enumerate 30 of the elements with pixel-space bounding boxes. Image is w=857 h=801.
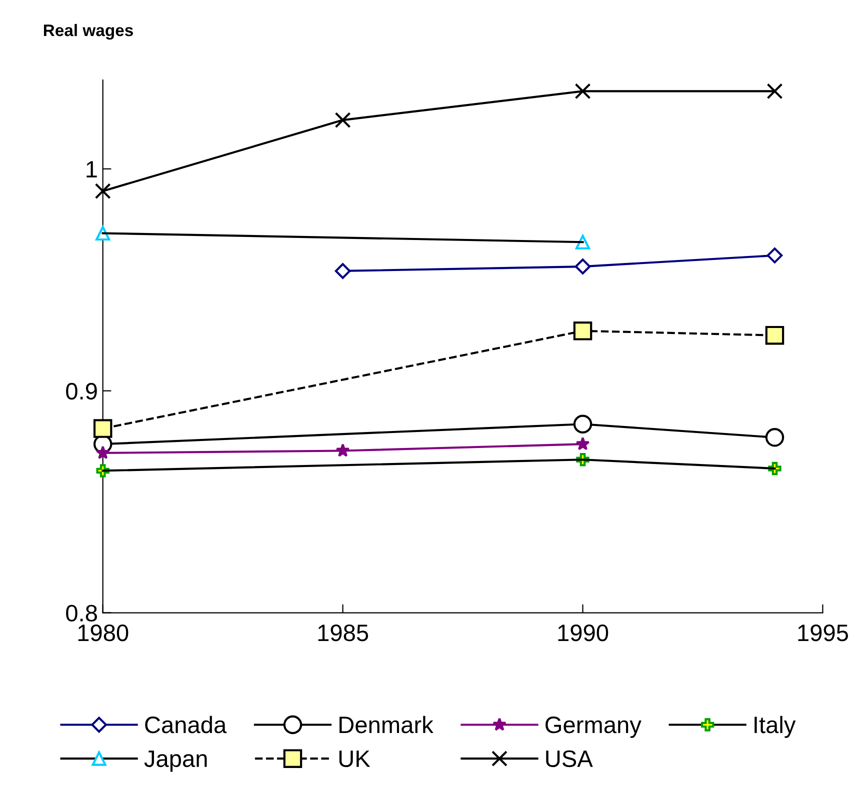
legend-label: Germany xyxy=(546,716,642,738)
point xyxy=(336,443,350,457)
legend-label: UK xyxy=(339,750,370,768)
y-tick-label: 0.9 xyxy=(66,382,97,400)
point xyxy=(96,446,110,460)
point xyxy=(576,436,590,450)
point xyxy=(94,183,111,200)
y-tick-label: 1 xyxy=(86,161,97,178)
x-tick-label: 1995 xyxy=(798,624,848,642)
chart-title: Real wages xyxy=(44,24,133,40)
point xyxy=(334,112,351,128)
point xyxy=(765,428,784,447)
point xyxy=(93,419,112,438)
point xyxy=(765,326,784,345)
legend-label: Japan xyxy=(144,750,207,772)
point xyxy=(766,248,783,264)
x-tick-label: 1990 xyxy=(558,624,608,642)
legend-label: USA xyxy=(546,750,593,768)
point xyxy=(766,83,783,100)
legend-label: Denmark xyxy=(340,716,434,734)
point xyxy=(334,263,351,279)
x-tick-label: 1985 xyxy=(318,624,368,642)
point xyxy=(573,414,592,434)
x-tick-label: 1980 xyxy=(78,624,128,642)
legend-label: Italy xyxy=(754,716,796,738)
point xyxy=(574,83,591,100)
y-tick-label: 0.8 xyxy=(66,604,97,622)
legend-label: Canada xyxy=(145,716,227,734)
point xyxy=(573,322,592,340)
point xyxy=(574,258,591,274)
